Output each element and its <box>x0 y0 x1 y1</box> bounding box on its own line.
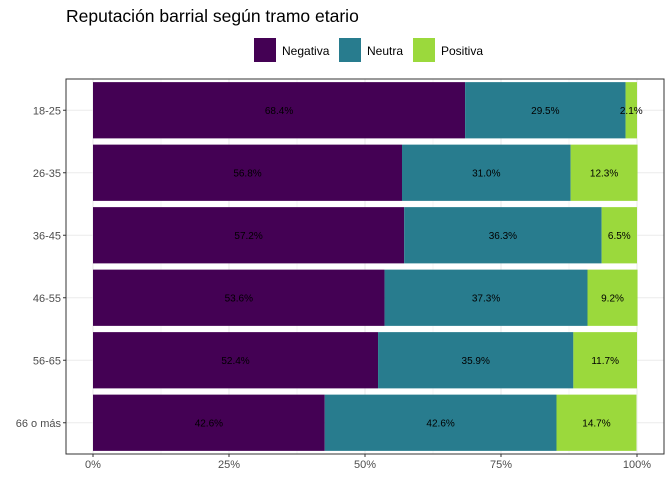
data-label-negativa-56-65: 52.4% <box>221 356 249 367</box>
y-tick-label-66-o-mas: 66 o más <box>16 418 62 430</box>
x-tick-label-75: 75% <box>490 459 512 471</box>
data-label-neutra-18-25: 29.5% <box>531 106 559 117</box>
data-label-neutra-66-o-mas: 42.6% <box>426 418 454 429</box>
x-tick-label-100: 100% <box>623 459 651 471</box>
data-label-negativa-46-55: 53.6% <box>225 293 253 304</box>
x-tick-label-0: 0% <box>85 459 101 471</box>
data-label-neutra-46-55: 37.3% <box>472 293 500 304</box>
bar-negativa-36-45 <box>93 207 405 264</box>
data-label-negativa-36-45: 57.2% <box>234 231 262 242</box>
y-tick-label-36-45: 36-45 <box>33 230 61 242</box>
legend-label-neutra: Neutra <box>367 44 403 58</box>
bar-positiva-26-35 <box>570 144 638 201</box>
legend-key-positiva <box>413 38 435 62</box>
y-tick-label-56-65: 56-65 <box>33 355 61 367</box>
bar-positiva-36-45 <box>601 207 637 264</box>
data-label-positiva-46-55: 9.2% <box>601 293 624 304</box>
data-label-negativa-66-o-mas: 42.6% <box>195 418 223 429</box>
legend-label-negativa: Negativa <box>282 44 330 58</box>
bar-positiva-46-55 <box>587 269 638 326</box>
data-label-positiva-56-65: 11.7% <box>591 356 619 367</box>
legend-key-neutra <box>339 38 361 62</box>
bar-negativa-46-55 <box>93 269 385 326</box>
bar-neutra-36-45 <box>404 207 602 264</box>
data-label-negativa-26-35: 56.8% <box>233 168 261 179</box>
legend-label-positiva: Positiva <box>441 44 483 58</box>
data-label-neutra-36-45: 36.3% <box>489 231 517 242</box>
bar-neutra-66-o-mas <box>324 394 557 451</box>
data-label-positiva-18-25: 2.1% <box>620 106 643 117</box>
chart-title: Reputación barrial según tramo etario <box>66 6 359 26</box>
x-axis: 0% 25% 50% 75% 100% <box>85 454 651 471</box>
data-label-positiva-66-o-mas: 14.7% <box>582 418 610 429</box>
data-label-neutra-56-65: 35.9% <box>462 356 490 367</box>
x-tick-label-50: 50% <box>354 459 376 471</box>
bar-positiva-56-65 <box>573 332 637 389</box>
y-tick-label-46-55: 46-55 <box>33 293 61 305</box>
bar-negativa-18-25 <box>93 82 466 139</box>
legend-key-negativa <box>254 38 276 62</box>
bar-neutra-18-25 <box>465 82 626 139</box>
x-tick-label-25: 25% <box>218 459 240 471</box>
bar-neutra-56-65 <box>378 332 574 389</box>
data-label-negativa-18-25: 68.4% <box>265 106 293 117</box>
bar-positiva-18-25 <box>625 82 637 139</box>
plot-panel: 68.4% 29.5% 2.1% 56.8% 31.0% 12.3% 57.2% 36.3% 6… <box>65 78 665 455</box>
data-label-positiva-36-45: 6.5% <box>608 231 631 242</box>
bar-negativa-66-o-mas <box>93 394 325 451</box>
bar-positiva-66-o-mas <box>556 394 637 451</box>
y-tick-label-26-35: 26-35 <box>33 168 61 180</box>
y-axis: 18-25 26-35 36-45 46-55 56-65 66 o más <box>16 105 66 430</box>
bar-negativa-56-65 <box>93 332 379 389</box>
y-tick-label-18-25: 18-25 <box>33 105 61 117</box>
bar-neutra-26-35 <box>401 144 571 201</box>
bar-negativa-26-35 <box>93 144 402 201</box>
legend: Negativa Neutra Positiva <box>254 38 483 62</box>
data-label-neutra-26-35: 31.0% <box>472 168 500 179</box>
bar-neutra-46-55 <box>384 269 588 326</box>
data-label-positiva-26-35: 12.3% <box>590 168 618 179</box>
